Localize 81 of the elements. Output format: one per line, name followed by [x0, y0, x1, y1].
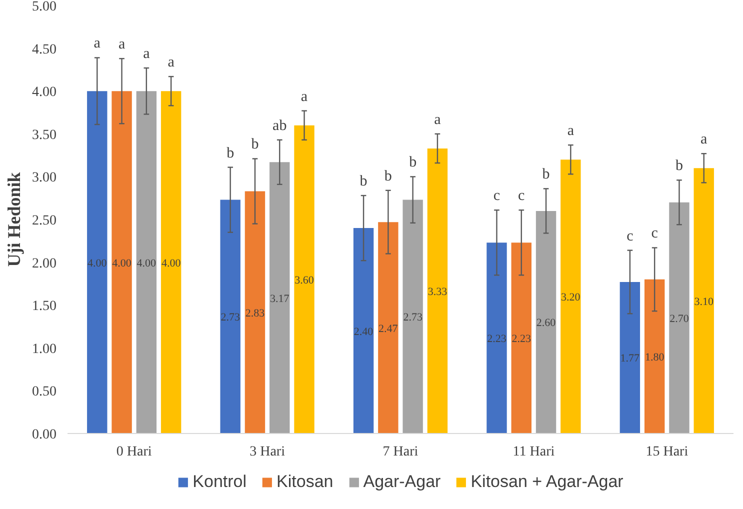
bar — [511, 242, 532, 434]
annotation: a — [300, 88, 308, 105]
annotation: b — [384, 168, 392, 184]
annotation: a — [94, 36, 101, 52]
data-label: 2.40 — [354, 326, 374, 338]
bar — [220, 200, 240, 434]
x-tick-label: 0 Hari — [116, 444, 152, 460]
annotation: b — [409, 154, 417, 171]
bar — [402, 200, 423, 434]
annotation: ab — [272, 118, 287, 134]
annotation: a — [143, 46, 150, 62]
y-tick-label: 3.00 — [32, 170, 56, 186]
data-label: 3.17 — [270, 292, 290, 305]
legend-label: Agar-Agar — [363, 472, 441, 492]
annotation: b — [226, 145, 234, 162]
data-label: 4.00 — [161, 257, 182, 270]
annotation: b — [251, 136, 259, 153]
y-tick-label: 0.50 — [32, 384, 56, 400]
data-label: 2.83 — [245, 307, 266, 320]
annotation: a — [168, 54, 175, 71]
y-tick-label: 5.00 — [32, 0, 56, 14]
data-label: 2.70 — [670, 312, 690, 325]
annotation: c — [518, 188, 526, 204]
data-label: 2.23 — [487, 333, 507, 346]
annotation: c — [651, 226, 658, 242]
annotation: b — [675, 158, 683, 174]
bar — [112, 91, 132, 434]
bar — [644, 279, 665, 434]
y-tick-label: 2.00 — [32, 256, 56, 272]
data-label: 3.60 — [294, 274, 314, 286]
data-label: 4.00 — [88, 257, 108, 270]
data-label: 1.77 — [620, 352, 640, 365]
annotation: c — [626, 228, 634, 244]
data-label: 3.20 — [561, 292, 581, 304]
y-tick-label: 0.00 — [32, 428, 56, 442]
x-tick-label: 11 Hari — [512, 444, 555, 460]
legend-label: Kontrol — [192, 472, 247, 492]
y-tick-label: 1.00 — [32, 342, 56, 357]
annotation: b — [360, 174, 368, 190]
bar — [160, 91, 182, 434]
annotation: b — [542, 166, 550, 183]
annotation: a — [567, 123, 574, 140]
data-label: 4.00 — [136, 257, 157, 270]
bar — [136, 91, 157, 434]
y-tick-label: 3.50 — [32, 128, 56, 143]
legend-label: Kitosan + Agar-Agar — [470, 472, 624, 492]
bar — [294, 125, 314, 434]
y-tick-label: 1.50 — [32, 299, 56, 314]
x-tick-label: 15 Hari — [646, 444, 688, 460]
bar — [353, 228, 374, 434]
bar — [87, 91, 108, 434]
bar — [560, 160, 581, 434]
annotation: a — [118, 36, 126, 53]
annotation: a — [434, 112, 442, 128]
y-tick-label: 2.50 — [32, 214, 56, 228]
data-label: 1.80 — [644, 351, 665, 364]
bar — [378, 222, 398, 434]
data-label: 3.10 — [694, 296, 714, 308]
bar — [536, 210, 556, 434]
annotation: a — [700, 132, 708, 148]
bar — [694, 168, 714, 434]
bar — [427, 148, 448, 434]
bar — [244, 191, 266, 434]
data-label: 2.73 — [220, 312, 240, 324]
y-tick-label: 4.00 — [32, 85, 56, 100]
bar — [669, 202, 690, 434]
data-label: 2.60 — [536, 317, 556, 330]
data-label: 2.73 — [403, 312, 423, 324]
data-label: 2.47 — [378, 322, 398, 335]
bar — [270, 162, 290, 434]
data-label: 4.00 — [112, 257, 132, 270]
bar — [486, 242, 507, 434]
data-label: 2.23 — [512, 333, 532, 346]
y-tick-label: 4.50 — [32, 42, 56, 58]
annotation: c — [493, 188, 500, 204]
y-axis-title: Uji Hedonik — [4, 172, 24, 267]
data-label: 3.33 — [428, 286, 448, 298]
x-tick-label: 3 Hari — [250, 444, 286, 460]
legend-label: Kitosan — [276, 472, 334, 492]
bar — [620, 282, 640, 434]
x-tick-label: 7 Hari — [382, 444, 418, 460]
